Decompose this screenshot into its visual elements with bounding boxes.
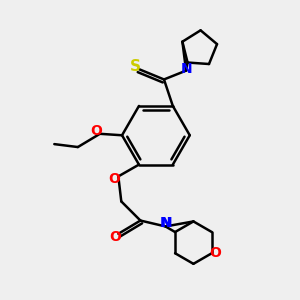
Text: O: O xyxy=(90,124,102,138)
Text: N: N xyxy=(160,217,171,230)
Text: O: O xyxy=(109,172,121,186)
Text: N: N xyxy=(180,62,192,76)
Text: S: S xyxy=(130,59,141,74)
Text: O: O xyxy=(110,230,121,244)
Text: O: O xyxy=(209,246,221,260)
Text: N: N xyxy=(161,217,173,230)
